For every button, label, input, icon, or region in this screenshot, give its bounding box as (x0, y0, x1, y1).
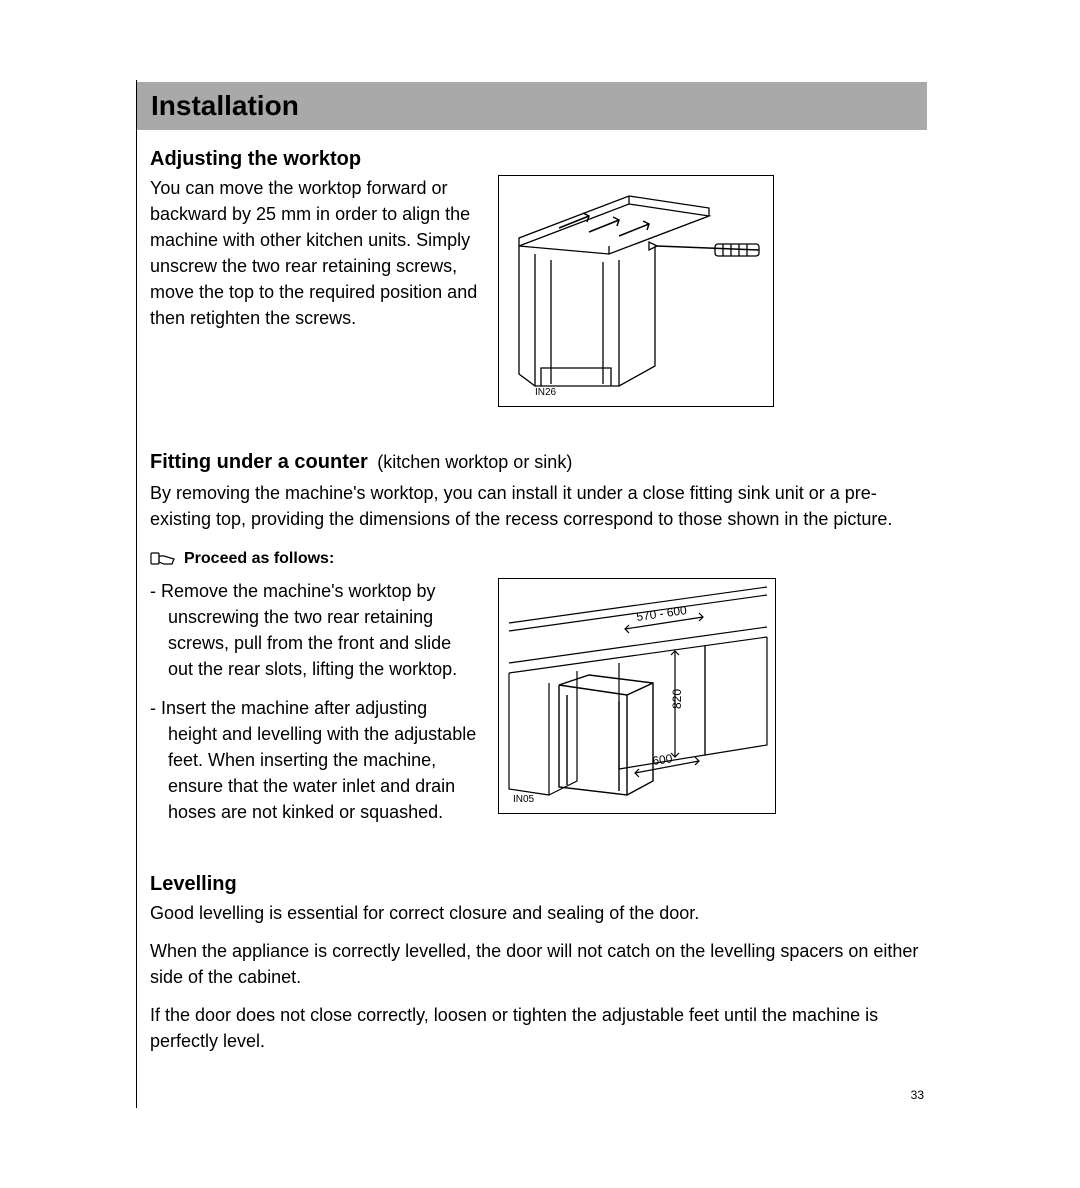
step-1: Remove the machine's worktop by unscrewi… (168, 578, 480, 682)
section-fitting-counter: Fitting under a counter (kitchen worktop… (150, 451, 930, 837)
section3-p3: If the door does not close correctly, lo… (150, 1002, 930, 1054)
vertical-rule (136, 80, 137, 1108)
figure2-label: IN05 (513, 794, 534, 805)
section2-paragraph: By removing the machine's worktop, you c… (150, 480, 930, 532)
proceed-label: Proceed as follows: (184, 550, 334, 568)
proceed-line: Proceed as follows: (150, 550, 930, 568)
hand-icon (150, 550, 176, 568)
figure1-label: IN26 (535, 387, 556, 398)
content-area: Adjusting the worktop You can move the w… (150, 142, 930, 1079)
section3-p2: When the appliance is correctly levelled… (150, 938, 930, 990)
header-title: Installation (151, 90, 299, 122)
dim-height: 820 (670, 689, 684, 709)
page: Installation Adjusting the worktop You c… (0, 0, 1080, 1188)
section-levelling: Levelling Good levelling is essential fo… (150, 873, 930, 1054)
section1-paragraph: You can move the worktop forward or back… (150, 175, 480, 332)
section3-heading: Levelling (150, 873, 930, 896)
header-bar: Installation (137, 82, 927, 130)
dim-depth: 600 (651, 751, 673, 768)
counter-diagram-svg: 570 - 600 820 600 (499, 579, 777, 815)
page-number: 33 (911, 1088, 924, 1102)
section-adjusting-worktop: Adjusting the worktop You can move the w… (150, 148, 930, 407)
section2-heading: Fitting under a counter (150, 451, 368, 473)
figure-worktop: IN26 (498, 175, 774, 407)
section1-heading: Adjusting the worktop (150, 148, 930, 171)
section2-heading-note: (kitchen worktop or sink) (377, 452, 572, 472)
step-2: Insert the machine after adjusting heigh… (168, 695, 480, 825)
figure-counter: 570 - 600 820 600 IN05 (498, 578, 776, 814)
steps-list: Remove the machine's worktop by unscrewi… (150, 578, 480, 825)
worktop-diagram-svg (499, 176, 775, 408)
section3-p1: Good levelling is essential for correct … (150, 900, 930, 926)
